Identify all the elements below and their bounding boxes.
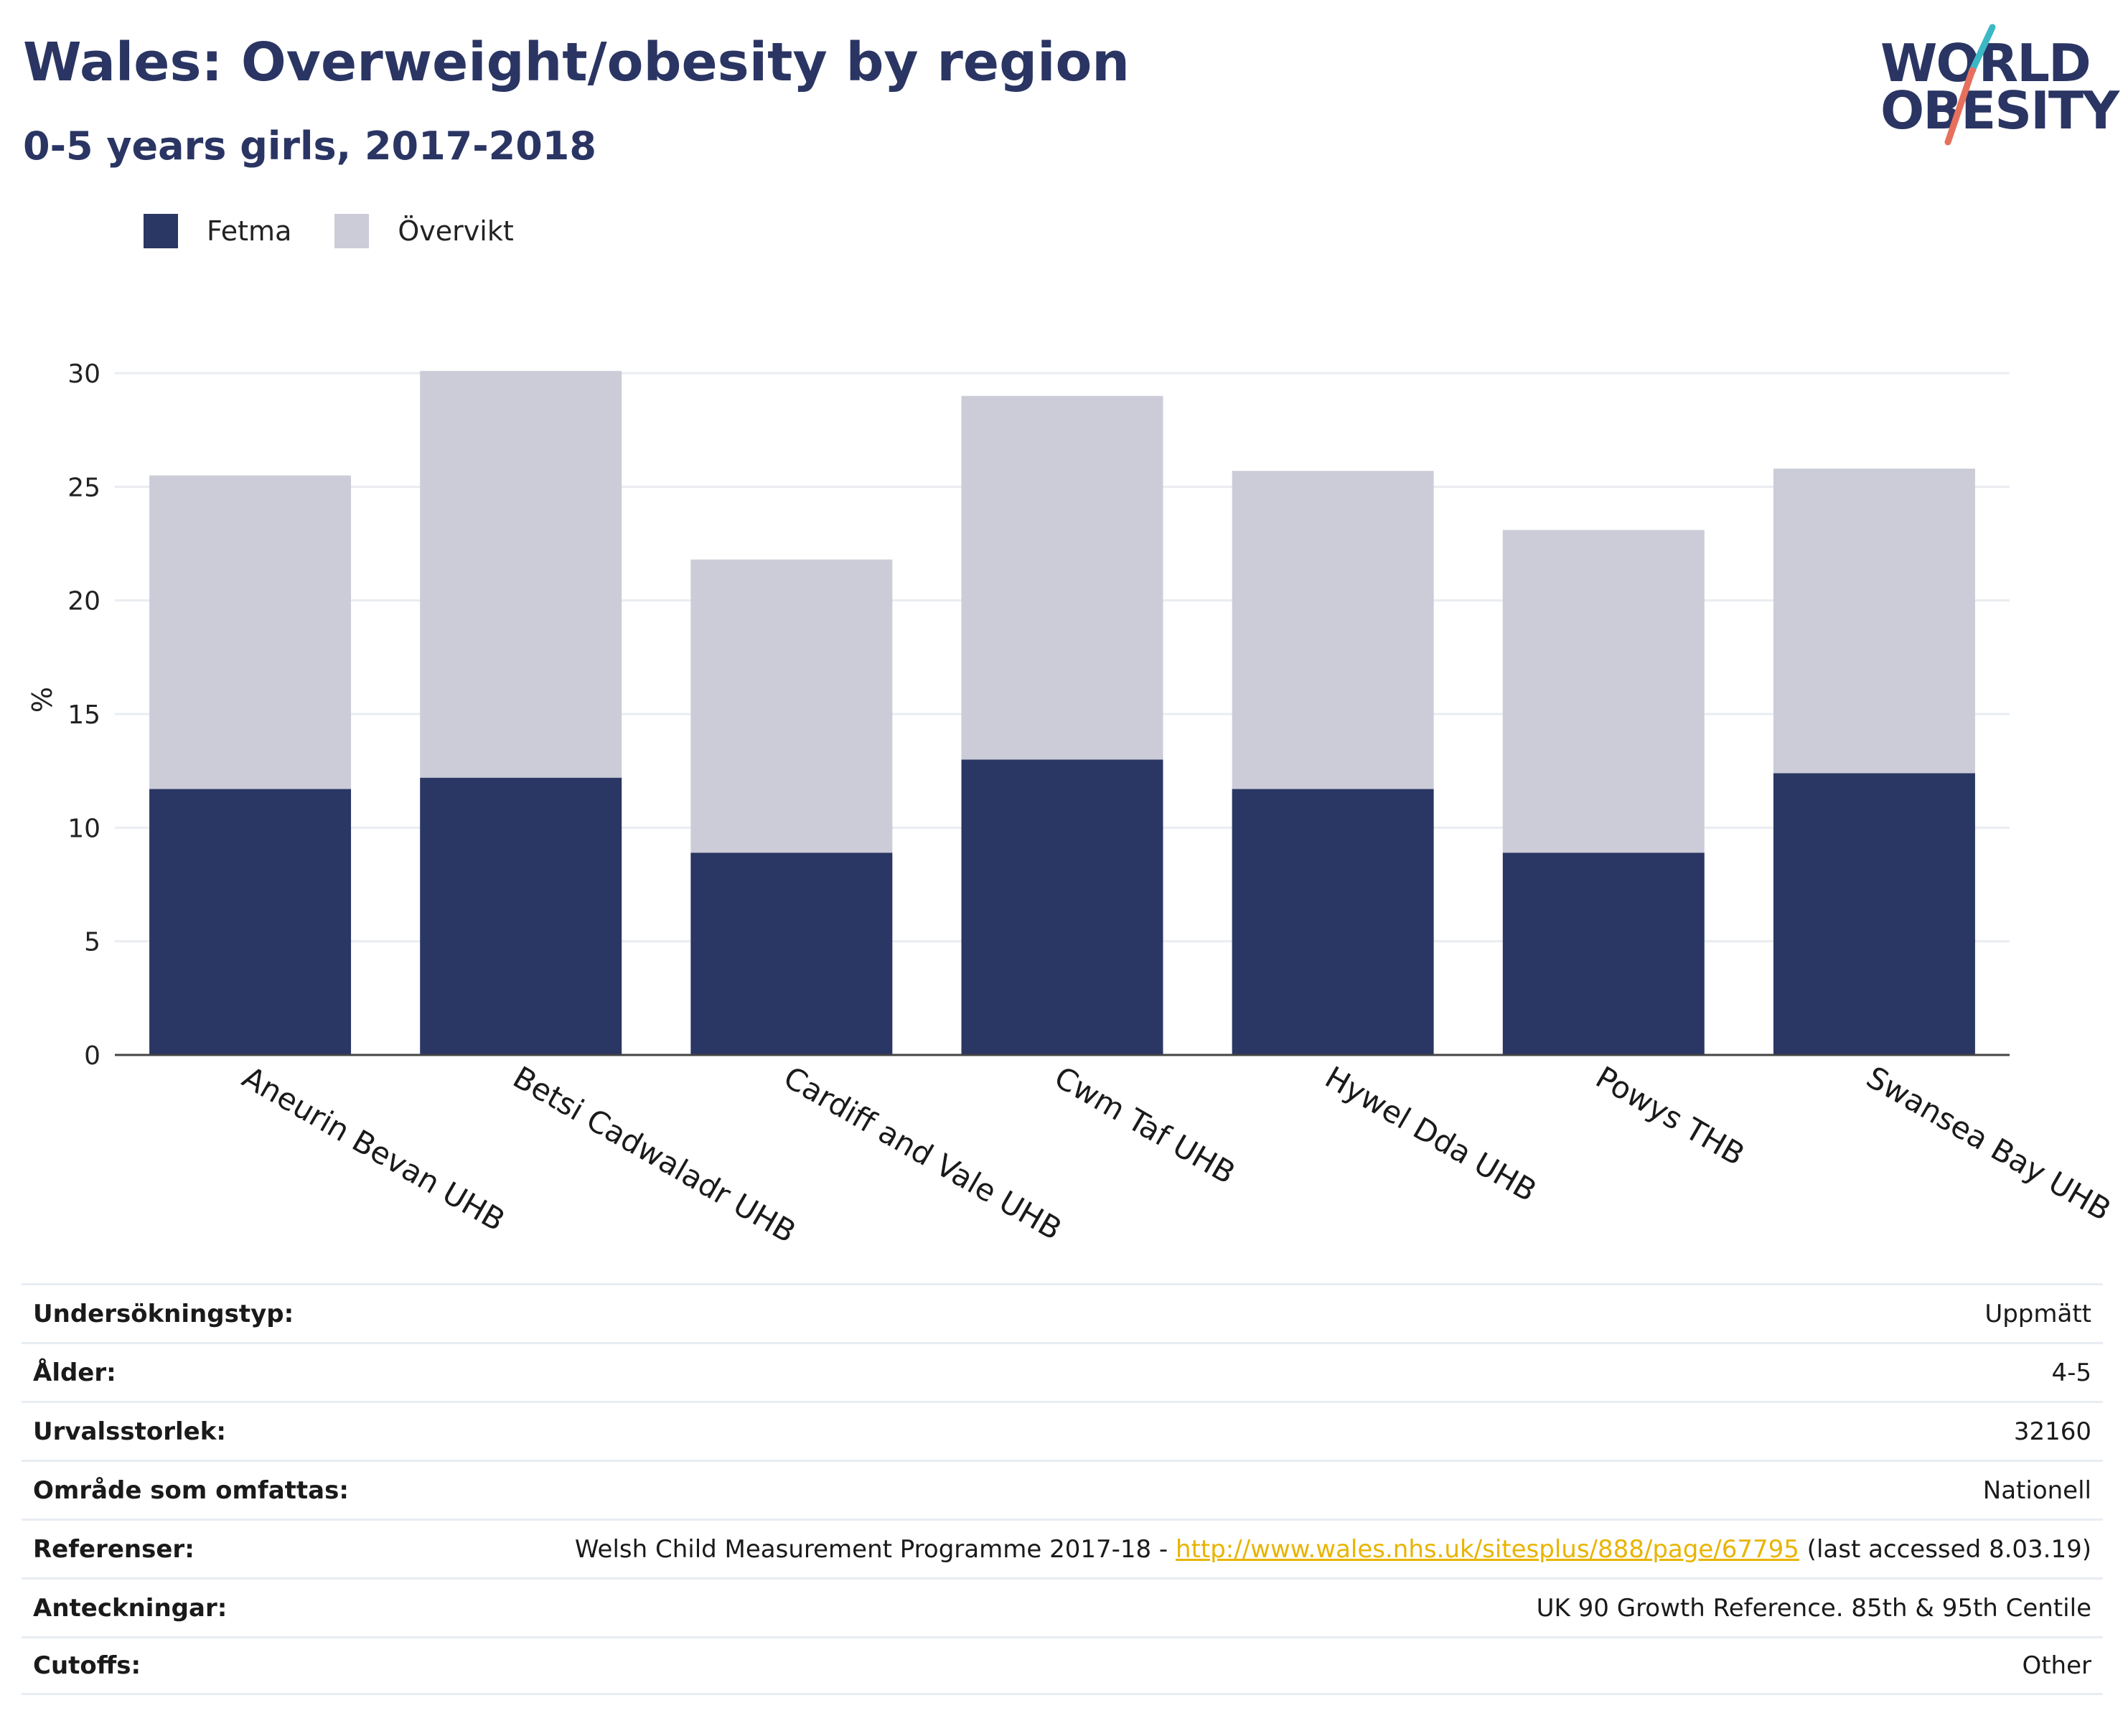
row-value: 4-5 bbox=[2051, 1358, 2091, 1387]
bar-fetma bbox=[690, 853, 893, 1055]
row-label: Ålder: bbox=[33, 1358, 116, 1387]
y-tick-label: 25 bbox=[67, 473, 100, 502]
x-tick-label: Swansea Bay UHB bbox=[1860, 1059, 2117, 1227]
x-tick-label: Cwm Taf UHB bbox=[1049, 1059, 1241, 1191]
metadata-table: Undersökningstyp: Uppmätt Ålder: 4-5 Urv… bbox=[22, 1283, 2103, 1695]
row-label: Undersökningstyp: bbox=[33, 1299, 294, 1328]
chart-subtitle: 0-5 years girls, 2017-2018 bbox=[23, 123, 596, 169]
table-row: Ålder: 4-5 bbox=[22, 1342, 2103, 1401]
x-tick-label: Hywel Dda UHB bbox=[1319, 1059, 1542, 1209]
bar-overvikt bbox=[1773, 469, 1975, 774]
x-tick-label: Aneurin Bevan UHB bbox=[237, 1059, 511, 1238]
y-tick-label: 0 bbox=[84, 1041, 100, 1071]
bar-fetma bbox=[149, 789, 352, 1055]
logo-line2: OBESITY bbox=[1880, 80, 2119, 141]
x-tick-label: Cardiff and Vale UHB bbox=[778, 1059, 1068, 1247]
legend-item-fetma[interactable]: Fetma bbox=[144, 214, 291, 248]
row-label: Referenser: bbox=[33, 1534, 195, 1564]
row-label: Urvalsstorlek: bbox=[33, 1417, 226, 1446]
legend-item-overvikt[interactable]: Övervikt bbox=[334, 214, 514, 248]
x-tick-label: Betsi Cadwaladr UHB bbox=[507, 1059, 802, 1249]
bar-overvikt bbox=[149, 475, 352, 789]
reference-accessed: (last accessed 8.03.19) bbox=[1799, 1534, 2091, 1564]
row-label: Cutoffs: bbox=[33, 1651, 141, 1680]
table-row: Cutoffs: Other bbox=[22, 1636, 2103, 1695]
legend-label-overvikt: Övervikt bbox=[398, 215, 514, 247]
table-row: Anteckningar: UK 90 Growth Reference. 85… bbox=[22, 1577, 2103, 1636]
bar-overvikt bbox=[1502, 530, 1705, 853]
reference-link[interactable]: http://www.wales.nhs.uk/sitesplus/888/pa… bbox=[1176, 1534, 1799, 1564]
bar-overvikt bbox=[1232, 471, 1434, 789]
legend-label-fetma: Fetma bbox=[207, 215, 292, 247]
row-value: 32160 bbox=[2013, 1417, 2091, 1446]
row-value: Uppmätt bbox=[1984, 1299, 2091, 1328]
row-value: UK 90 Growth Reference. 85th & 95th Cent… bbox=[1536, 1593, 2091, 1623]
chart-legend: Fetma Övervikt bbox=[144, 214, 557, 248]
bar-overvikt bbox=[961, 395, 1163, 760]
bar-overvikt bbox=[690, 559, 893, 853]
legend-swatch-fetma bbox=[144, 214, 178, 248]
row-value-reference: Welsh Child Measurement Programme 2017-1… bbox=[575, 1535, 2091, 1564]
table-row: Undersökningstyp: Uppmätt bbox=[22, 1283, 2103, 1342]
bar-fetma bbox=[420, 777, 622, 1055]
bar-fetma bbox=[961, 759, 1163, 1055]
bar-fetma bbox=[1502, 853, 1705, 1055]
bar-fetma bbox=[1773, 773, 1975, 1055]
x-tick-label: Powys THB bbox=[1590, 1059, 1751, 1172]
row-value: Other bbox=[2022, 1651, 2091, 1680]
row-value: Nationell bbox=[1982, 1475, 2091, 1505]
row-label: Område som omfattas: bbox=[33, 1475, 349, 1505]
y-tick-label: 20 bbox=[67, 587, 100, 616]
y-tick-label: 5 bbox=[84, 928, 100, 957]
reference-text: Welsh Child Measurement Programme 2017-1… bbox=[574, 1534, 1176, 1564]
legend-swatch-overvikt bbox=[334, 214, 370, 248]
row-label: Anteckningar: bbox=[33, 1593, 228, 1623]
y-axis-label: % bbox=[27, 687, 58, 713]
table-row: Referenser: Welsh Child Measurement Prog… bbox=[22, 1519, 2103, 1577]
bar-overvikt bbox=[420, 370, 622, 778]
y-tick-label: 10 bbox=[67, 814, 100, 843]
table-row: Område som omfattas: Nationell bbox=[22, 1460, 2103, 1519]
table-row: Urvalsstorlek: 32160 bbox=[22, 1401, 2103, 1460]
y-tick-label: 30 bbox=[67, 360, 100, 389]
chart-title: Wales: Overweight/obesity by region bbox=[23, 32, 1130, 93]
y-tick-label: 15 bbox=[67, 700, 100, 730]
bar-fetma bbox=[1232, 789, 1434, 1055]
